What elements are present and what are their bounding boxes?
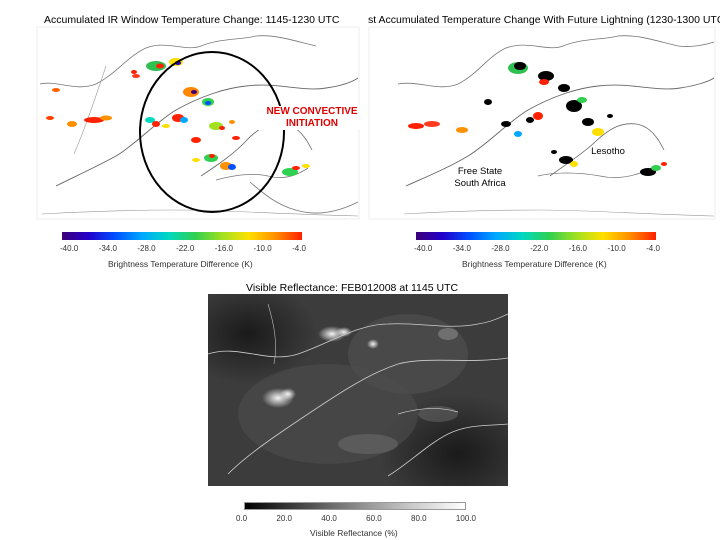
storm-cells-with-lightning <box>408 62 667 176</box>
satellite-graphic <box>208 294 508 486</box>
tick: -22.0 <box>530 244 549 253</box>
right-colorbar-ticks: -40.0 -34.0 -28.0 -22.0 -16.0 -10.0 -4.0 <box>414 244 660 253</box>
visible-colorbar-label: Visible Reflectance (%) <box>310 528 398 538</box>
tick: -28.0 <box>137 244 156 253</box>
tick: 20.0 <box>276 514 292 523</box>
tick: 60.0 <box>366 514 382 523</box>
storm-cells <box>46 58 310 176</box>
right-map-graphic <box>368 26 716 220</box>
left-temperature-colorbar <box>62 232 302 240</box>
tick: -22.0 <box>176 244 195 253</box>
tick: 100.0 <box>455 514 476 523</box>
right-colorbar-label: Brightness Temperature Difference (K) <box>462 259 607 269</box>
tick: -28.0 <box>491 244 510 253</box>
tick: -4.0 <box>646 244 660 253</box>
south-africa-label: South Africa <box>454 178 506 189</box>
annotation-line-2: INITIATION <box>285 118 339 129</box>
tick: -16.0 <box>214 244 233 253</box>
right-panel-title: st Accumulated Temperature Change With F… <box>368 14 720 26</box>
tick: -40.0 <box>60 244 79 253</box>
left-colorbar-label: Brightness Temperature Difference (K) <box>108 259 253 269</box>
right-lightning-map <box>368 26 716 220</box>
right-temperature-colorbar <box>416 232 656 240</box>
visible-panel-title: Visible Reflectance: FEB012008 at 1145 U… <box>246 282 459 294</box>
free-state-label: Free State <box>457 166 503 177</box>
highlight-circle <box>139 51 285 213</box>
new-convective-initiation-label: NEW CONVECTIVE INITIATION <box>256 106 368 130</box>
left-panel-title: Accumulated IR Window Temperature Change… <box>44 14 340 26</box>
left-colorbar-ticks: -40.0 -34.0 -28.0 -22.0 -16.0 -10.0 -4.0 <box>60 244 306 253</box>
visible-colorbar-ticks: 0.0 20.0 40.0 60.0 80.0 100.0 <box>236 514 476 523</box>
visible-colorbar <box>244 502 466 510</box>
annotation-line-1: NEW CONVECTIVE <box>266 106 358 117</box>
tick: 40.0 <box>321 514 337 523</box>
tick: 0.0 <box>236 514 248 523</box>
visible-satellite-image <box>208 294 508 486</box>
lesotho-label: Lesotho <box>591 146 625 157</box>
tick: -34.0 <box>452 244 471 253</box>
tick: -10.0 <box>253 244 272 253</box>
tick: -34.0 <box>98 244 117 253</box>
tick: 80.0 <box>411 514 427 523</box>
tick: -10.0 <box>607 244 626 253</box>
tick: -16.0 <box>568 244 587 253</box>
tick: -4.0 <box>292 244 306 253</box>
tick: -40.0 <box>414 244 433 253</box>
